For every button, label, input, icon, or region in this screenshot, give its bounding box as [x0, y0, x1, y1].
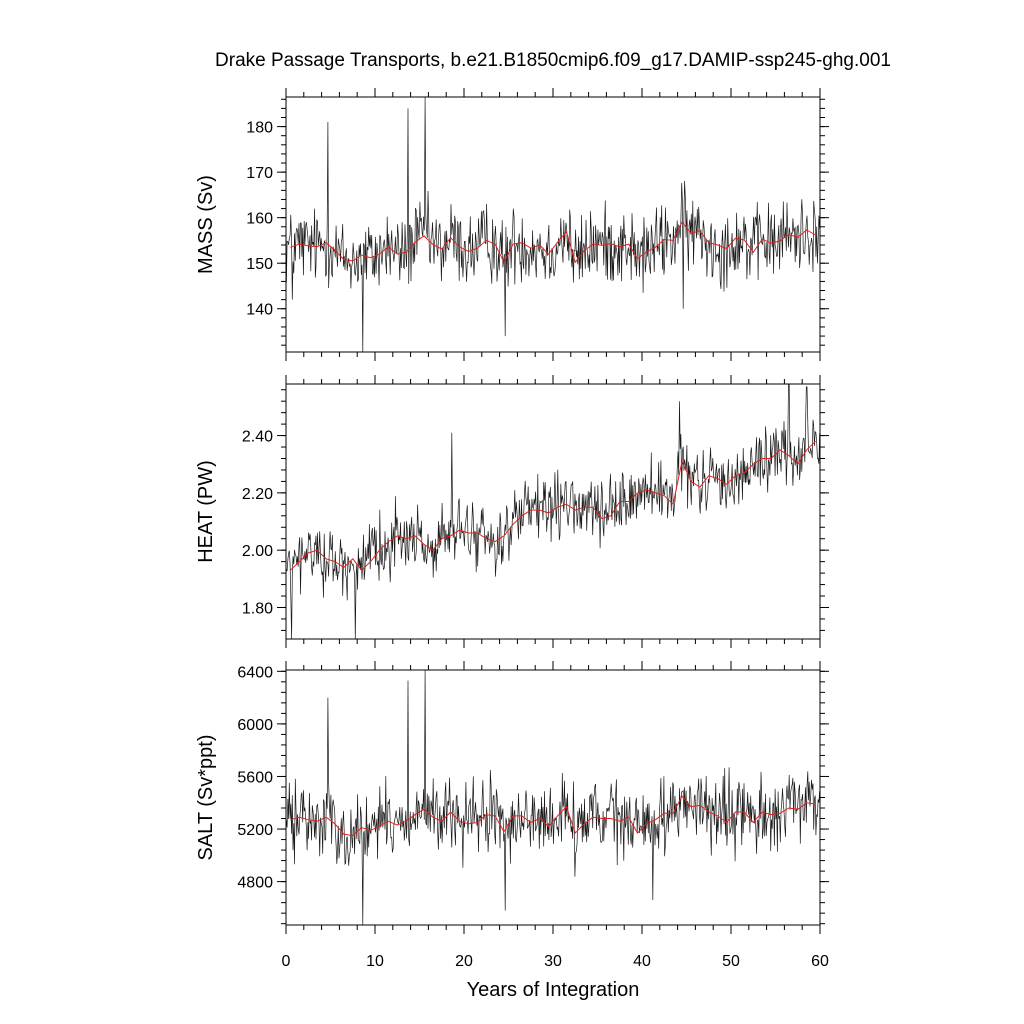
monthly-series-line: [286, 383, 820, 640]
y-tick-label: 140: [246, 302, 273, 319]
y-axis-title: MASS (Sv): [195, 175, 217, 274]
x-tick-label: 20: [455, 953, 473, 970]
figure-title: Drake Passage Transports, b.e21.B1850cmi…: [215, 50, 891, 71]
plot-frame: [285, 669, 821, 926]
annual-mean-line: [290, 440, 816, 571]
y-tick-label: 150: [246, 256, 273, 273]
plot-frame: [285, 96, 821, 353]
y-tick-label: 6000: [237, 717, 273, 734]
x-tick-label: 50: [722, 953, 740, 970]
panel-2: 1.80 2.00 2.20 2.40 HEAT (PW): [195, 375, 829, 648]
y-tick-label: 170: [246, 165, 273, 182]
y-tick-label: 2.20: [242, 486, 273, 503]
y-axis-title: HEAT (PW): [195, 460, 217, 563]
y-tick-label: 6400: [237, 664, 273, 681]
panels-group: 140 150 160 170 180 MASS (Sv) 1.80 2.00 2.20 2.40…: [195, 88, 829, 970]
panel-1: 140 150 160 170 180 MASS (Sv): [195, 88, 829, 361]
annual-mean-line: [290, 221, 816, 264]
y-tick-label: 180: [246, 120, 273, 137]
x-axis-title: Years of Integration: [467, 979, 640, 1001]
y-tick-label: 5200: [237, 822, 273, 839]
y-tick-label: 4800: [237, 875, 273, 892]
y-tick-label: 2.40: [242, 429, 273, 446]
monthly-series-line: [286, 96, 820, 353]
x-tick-label: 10: [366, 953, 384, 970]
annual-mean-line: [290, 795, 816, 837]
x-tick-label: 40: [633, 953, 651, 970]
y-tick-label: 2.00: [242, 543, 273, 560]
y-tick-label: 160: [246, 211, 273, 228]
panel-3: 4800 5200 5600 6000 6400 SALT (Sv*ppt) 0 10 20 30…: [195, 661, 829, 970]
monthly-series-line: [286, 669, 820, 926]
x-tick-label: 0: [282, 953, 291, 970]
plot-frame: [285, 383, 821, 640]
y-tick-label: 1.80: [242, 600, 273, 617]
x-tick-label: 30: [544, 953, 562, 970]
y-axis-title: SALT (Sv*ppt): [195, 735, 217, 861]
y-tick-label: 5600: [237, 769, 273, 786]
x-tick-label: 60: [811, 953, 829, 970]
